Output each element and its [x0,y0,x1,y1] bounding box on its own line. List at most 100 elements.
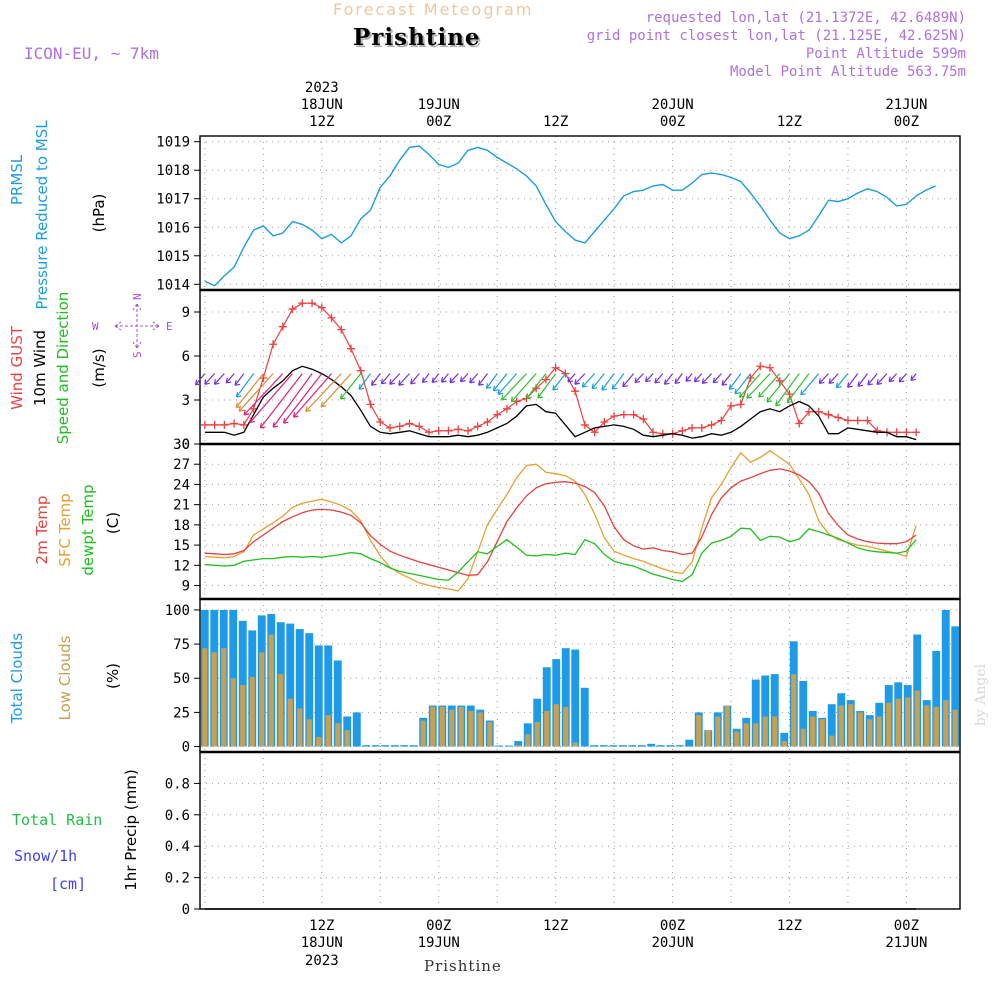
gust-marker [707,420,716,429]
wind-arrow [847,373,859,388]
gust-marker [444,426,453,435]
wind-arrowhead [634,377,641,384]
wind-arrowhead [243,409,250,416]
wind-arrow [235,373,264,408]
total-cloud-bar [609,745,618,747]
panel-1: 1014 1015 1016 1017 1018 1019 [156,135,961,293]
wind-arrow [478,373,488,386]
wind-arrow [734,373,751,395]
total-cloud-bar [362,745,371,747]
wind-arrow [410,373,420,385]
total-cloud-bar [495,745,504,747]
wind-arrowhead [380,378,387,385]
wind-arrowhead [867,379,874,386]
gust-marker [327,313,336,322]
y-tick-label: 1017 [156,192,190,208]
wind-arrow [634,373,644,383]
wind-arrowhead [305,406,311,412]
low-cloud-bar [287,698,293,747]
total-cloud-bar [409,745,418,747]
total-cloud-bar [514,741,523,747]
wind-arrow [591,373,605,390]
low-cloud-bar [791,674,797,747]
panel-2: 0 3 6 9 [182,289,961,453]
wind-arrow [460,373,469,383]
low-cloud-bar [762,716,768,747]
wind-arrow [441,373,449,383]
low-cloud-bar [230,678,236,747]
gust-marker [463,426,472,435]
low-cloud-bar [534,721,540,747]
total-cloud-bar [799,680,808,747]
total-cloud-bar [571,649,580,747]
wind-arrow [398,373,410,386]
wind-arrow [888,373,898,383]
wind-arrowhead [537,392,543,399]
wind-arrowhead [225,377,232,384]
gust-marker [454,425,463,434]
y-tick-label: 18 [173,518,190,534]
wind-arrow [238,373,274,412]
gust-marker [834,413,843,422]
wind-arrowhead [339,393,346,400]
pressure-label-short: PRMSL [8,154,26,205]
total-cloud-bar [827,704,836,747]
wind-arrowhead [910,375,917,382]
wind-arrowhead [398,380,404,386]
gust-marker [649,428,658,437]
gust-marker [804,407,813,416]
wind-arrow [611,373,625,390]
wind-arrowhead [501,394,507,401]
gust-marker [347,344,356,353]
y-tick-label: 100 [165,603,190,619]
total-cloud-bar [751,679,760,747]
wind-arrowhead [510,396,517,403]
precip-unit: 1hr Precip (mm) [122,769,140,890]
panel-frame [199,598,961,753]
wind-arrow [421,373,430,383]
wind-arrowhead [449,377,456,384]
gust-marker [541,375,550,384]
time-label-hour: 12Z [777,114,802,130]
wind-arrowhead [674,378,681,385]
clouds-unit: (%) [104,663,122,689]
gust-marker [775,376,784,385]
low-cloud-bar [943,700,949,747]
panel-frame [199,443,961,600]
low-cloud-bar [829,735,835,747]
y-tick-label: 1014 [156,277,190,293]
wind-arrow [739,373,761,398]
compass-north: N [131,293,144,300]
pressure-label-long: Pressure Reduced to MSL [33,120,51,310]
gust-marker [200,420,209,429]
gust-marker [902,428,911,437]
low-cloud-bar [553,704,559,747]
wind-arrow [567,373,576,383]
low-cloud-bar [297,708,303,747]
wind-arrowhead [292,412,299,418]
gust-marker [551,363,560,372]
gust-marker [629,410,638,419]
wind-arrowhead [213,379,220,385]
wind-arrowhead [734,388,741,395]
gust-marker [912,428,921,437]
low-cloud-bar [810,716,816,747]
low-cloud-bar [335,723,341,747]
low-cloud-bar [420,720,426,747]
compass-east: E [166,320,173,333]
gust-marker [756,362,765,371]
wind-arrowhead [645,376,651,383]
low-cloud-bar [952,709,958,747]
y-tick-label: 75 [173,637,190,653]
time-label-hour: 00Z [894,918,919,934]
gust-marker [366,400,375,409]
gust-marker [239,420,248,429]
y-tick-label: 50 [173,671,190,687]
gust-marker [308,299,317,308]
wind-arrow [249,373,294,423]
wind-arrow [272,373,313,428]
snow-unit-label: [cm] [50,875,86,893]
low-cloud-bar [430,706,436,747]
gust-marker [220,420,229,429]
wind-arrow [746,373,771,399]
